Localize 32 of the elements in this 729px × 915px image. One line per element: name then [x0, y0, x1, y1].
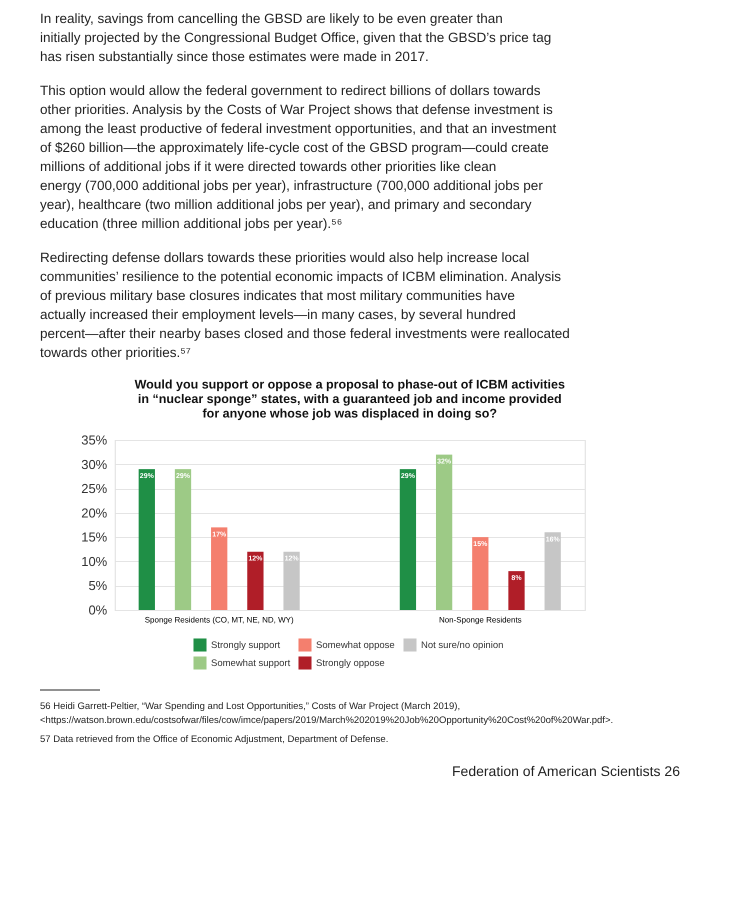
- legend-label: Strongly support: [211, 640, 281, 651]
- bar: [436, 454, 452, 610]
- y-tick-label: 15%: [81, 530, 108, 545]
- bar: [544, 532, 561, 610]
- legend-label: Somewhat support: [211, 658, 291, 669]
- legend-label: Somewhat oppose: [316, 640, 395, 651]
- x-tick-label: Sponge Residents (CO, MT, NE, ND, WY): [144, 616, 294, 624]
- bar: [174, 469, 192, 610]
- bar: [400, 469, 416, 610]
- y-tick-label: 30%: [81, 456, 108, 472]
- legend-label: Strongly oppose: [316, 658, 385, 669]
- legend-label: Not sure/no opinion: [421, 640, 504, 651]
- text: This option would allow the federal government to redirect billions of dollars towards other priorities. Analysis by the Costs of War Project shows that defense investment is among the least productive of federal investment opportunities, and that an investment of $260 billion—the approximately life-cycle cost of the GBSD program—could create millions of additional jobs if it were directed towards other priorities like clean energy (700,000 additional jobs per year), infrastructure (700,000 additional jobs per year), healthcare (two million additional jobs per year), and primary and secondary education (three million additional jobs per year).⁵⁶: [40, 83, 557, 231]
- bar: [283, 552, 300, 610]
- y-tick-label: 10%: [81, 554, 108, 569]
- y-tick-label: 25%: [81, 481, 108, 496]
- text: Federation of American Scientists 26: [452, 763, 680, 779]
- text: Redirecting defense dollars towards these priorities would also help increase local communities’ resilience to the potential economic impacts of ICBM elimination. Analysis of previous military base closures indicates that most military communities have actually increased their employment levels—in many cases, by several hundred percent—after their nearby bases closed and those federal investments were reallocated towards other priorities.⁵⁷: [40, 250, 570, 360]
- chart-title: Would you support or oppose a proposal to phase-out of ICBM activities in “nuclear sponge” states, with a guaranteed job and income provided for anyone whose job was displaced in doing so?: [134, 378, 565, 420]
- x-tick-label: Non-Sponge Residents: [438, 616, 522, 624]
- text: In reality, savings from cancelling the GBSD are likely to be even greater than initially projected by the Congressional Budget Office, given that the GBSD’s price tag has risen substantially since those estimates were made in 2017.: [40, 11, 552, 64]
- y-tick-label: 5%: [88, 578, 108, 594]
- y-tick-label: 20%: [81, 505, 108, 520]
- bar: [472, 537, 488, 610]
- text: 57 Data retrieved from the Office of Economic Adjustment, Department of Defense.: [40, 734, 388, 745]
- text: 56 Heidi Garrett-Peltier, “War Spending and Lost Opportunities,” Costs of War Project (March 2019), <https://watson.brown.edu/costsofwar/files/cow/imce/papers/2019/March%202019%20Job%20Opportunity%20Cost%20of%20War.pdf>.: [40, 701, 614, 726]
- y-tick-label: 35%: [81, 432, 108, 448]
- bar: [211, 527, 228, 610]
- bar: [138, 469, 155, 610]
- y-tick-label: 0%: [88, 602, 108, 618]
- bar: [247, 552, 264, 610]
- bar: [508, 571, 525, 610]
